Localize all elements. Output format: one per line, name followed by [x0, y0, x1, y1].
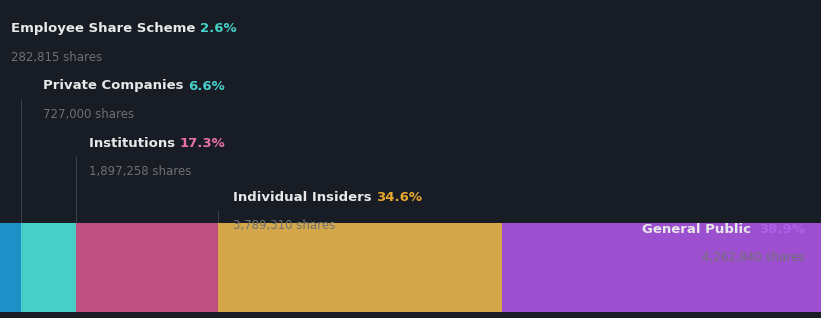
Text: Employee Share Scheme: Employee Share Scheme [11, 22, 200, 35]
Text: General Public: General Public [642, 223, 755, 236]
Bar [0, 223, 21, 312]
Bar [76, 223, 218, 312]
Text: 1,897,258 shares: 1,897,258 shares [89, 165, 191, 178]
Text: 727,000 shares: 727,000 shares [43, 108, 134, 121]
Text: 34.6%: 34.6% [376, 191, 423, 204]
Text: 282,815 shares: 282,815 shares [11, 51, 103, 64]
Text: Private Companies: Private Companies [43, 80, 188, 93]
Bar [502, 223, 821, 312]
Text: 3,789,310 shares: 3,789,310 shares [233, 219, 336, 232]
Text: 17.3%: 17.3% [180, 137, 225, 150]
Text: 4,262,840 shares: 4,262,840 shares [702, 251, 805, 264]
Bar [218, 223, 502, 312]
Text: 6.6%: 6.6% [188, 80, 225, 93]
Text: 2.6%: 2.6% [200, 22, 237, 35]
Bar [21, 223, 76, 312]
Text: Individual Insiders: Individual Insiders [233, 191, 376, 204]
Text: 38.9%: 38.9% [759, 223, 805, 236]
Text: Institutions: Institutions [89, 137, 180, 150]
